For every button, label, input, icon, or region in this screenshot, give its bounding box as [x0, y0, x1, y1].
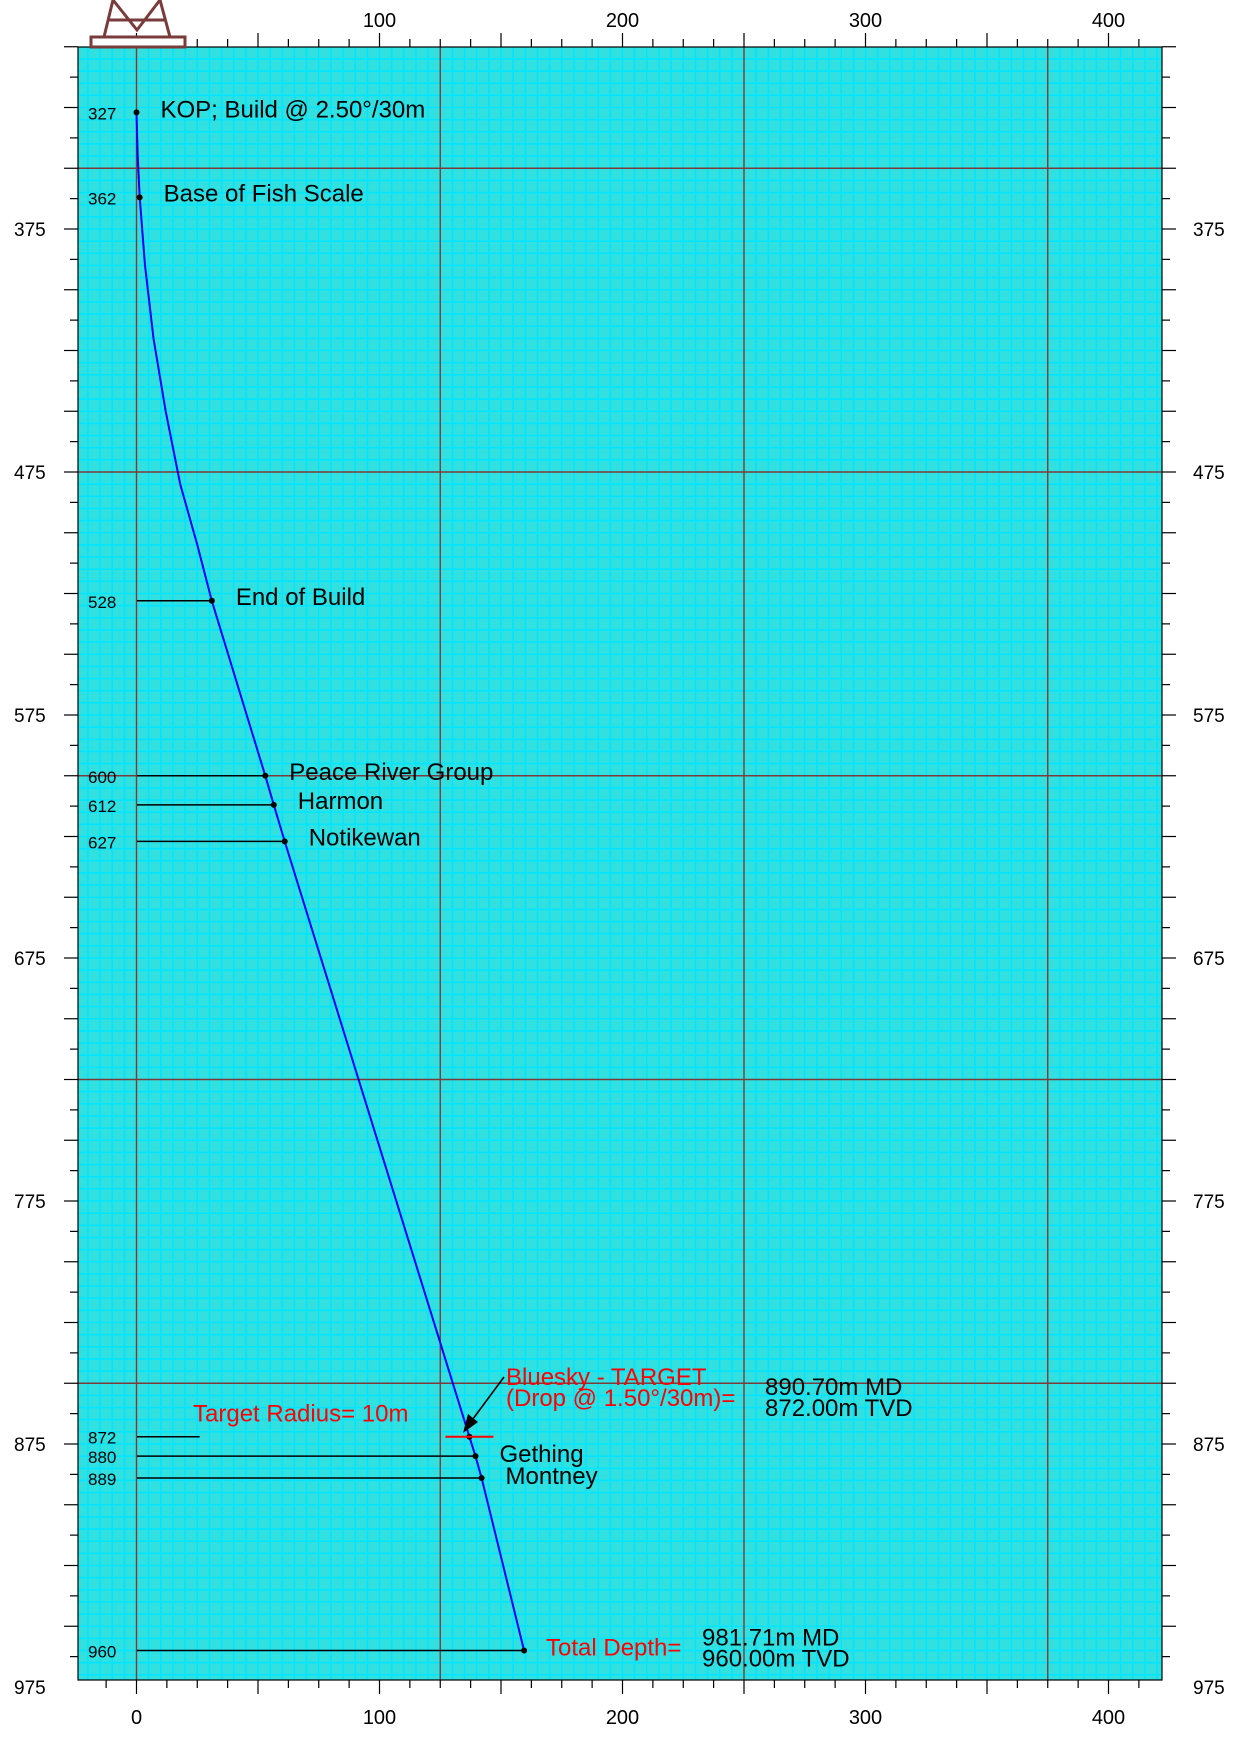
formation-point	[208, 597, 215, 604]
depth-marker-label: 889	[88, 1470, 116, 1489]
axis-tick-labels: 0 100 100 200 200 300 300 400 400 375 375 475 475 575…	[14, 10, 1225, 1729]
target-radius-label: Target Radius= 10m	[193, 1401, 408, 1428]
depth-marker-label: 612	[88, 797, 116, 816]
depth-marker-label: 327	[88, 104, 116, 123]
y-tick-label-left: 575	[14, 706, 46, 727]
x-tick-label-top: 100	[363, 10, 396, 32]
formation-point	[472, 1453, 479, 1460]
depth-marker-label: 880	[88, 1448, 116, 1467]
target-arrow-head	[463, 1414, 478, 1433]
depth-marker-label: 528	[88, 593, 116, 612]
drilling-rig-icon	[89, 0, 187, 49]
target-name-label: Bluesky - TARGET	[506, 1364, 707, 1391]
y-tick-label-right: 575	[1193, 706, 1225, 727]
formation-label: Gething	[499, 1441, 583, 1468]
target-drop-label: (Drop @ 1.50°/30m)=	[506, 1385, 735, 1412]
wellbore-path	[135, 112, 526, 1651]
formation-leader-lines	[137, 600, 525, 1652]
y-tick-label-right: 775	[1193, 1192, 1225, 1213]
depth-marker-label: 600	[88, 768, 116, 787]
x-tick-label-top: 300	[849, 10, 882, 32]
x-tick-label-bottom: 100	[363, 1707, 396, 1729]
y-tick-label-right: 675	[1193, 949, 1225, 970]
depth-marker-label: 627	[88, 833, 116, 852]
y-tick-label-left: 775	[14, 1192, 46, 1213]
formation-point	[270, 801, 277, 808]
formation-point	[478, 1475, 485, 1482]
y-tick-label-left: 975	[14, 1678, 46, 1699]
y-tick-label-left: 475	[14, 463, 46, 484]
target-tvd-value: 872.00m TVD	[765, 1395, 913, 1422]
rig-derrick	[102, 0, 172, 38]
x-tick-label-bottom: 200	[606, 1707, 639, 1729]
y-tick-label-right: 875	[1193, 1435, 1225, 1456]
formation-label: Harmon	[298, 788, 383, 815]
formation-label: Peace River Group	[289, 759, 493, 786]
x-tick-label-top: 400	[1092, 10, 1125, 32]
x-tick-label-bottom: 400	[1092, 1707, 1125, 1729]
formation-point	[133, 109, 140, 116]
target-md-value: 890.70m MD	[765, 1374, 902, 1401]
formation-label: End of Build	[236, 584, 365, 611]
formation-points	[133, 109, 528, 1654]
depth-marker-label: 362	[88, 189, 116, 208]
y-tick-label-right: 975	[1193, 1678, 1225, 1699]
formation-label: KOP; Build @ 2.50°/30m	[161, 96, 426, 123]
x-tick-label-bottom: 300	[849, 1707, 882, 1729]
x-tick-label-top: 200	[606, 10, 639, 32]
total-depth-annotation: Total Depth= 981.71m MD 960.00m TVD	[546, 1625, 850, 1673]
formation-point	[136, 194, 143, 201]
formation-point	[262, 772, 269, 779]
y-tick-label-left: 375	[14, 220, 46, 241]
formation-label: Montney	[506, 1463, 598, 1490]
y-tick-label-right: 475	[1193, 463, 1225, 484]
minor-grid	[78, 47, 1162, 1680]
depth-marker-label: 960	[88, 1643, 116, 1662]
formation-labels: 327 KOP; Build @ 2.50°/30m 362 Base of Fish…	[88, 96, 598, 1661]
formation-label: Notikewan	[309, 824, 421, 851]
depth-marker-label: 872	[88, 1429, 116, 1448]
target-annotation: Target Radius= 10m Bluesky - TARGET (Dro…	[193, 1364, 913, 1438]
plot-border	[77, 46, 1163, 1681]
total-depth-label: Total Depth=	[546, 1635, 681, 1662]
total-depth-tvd-value: 960.00m TVD	[702, 1646, 850, 1673]
axis-ticks	[64, 33, 1176, 1694]
total-depth-md-value: 981.71m MD	[702, 1625, 839, 1652]
rig-base	[89, 35, 187, 49]
formation-point	[521, 1647, 528, 1654]
x-tick-label-bottom: 0	[131, 1707, 142, 1729]
formation-label: Base of Fish Scale	[164, 180, 364, 207]
y-tick-label-right: 375	[1193, 220, 1225, 241]
y-tick-label-left: 875	[14, 1435, 46, 1456]
formation-point	[281, 838, 288, 845]
major-grid	[77, 46, 1163, 1681]
y-tick-label-left: 675	[14, 949, 46, 970]
